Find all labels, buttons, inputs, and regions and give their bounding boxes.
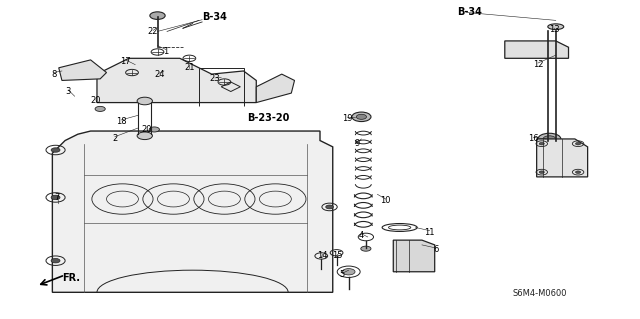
Text: 18: 18: [116, 117, 127, 126]
Circle shape: [95, 106, 105, 111]
Text: 24: 24: [154, 70, 164, 78]
Circle shape: [342, 269, 355, 275]
Polygon shape: [59, 60, 106, 80]
Circle shape: [149, 127, 159, 132]
Text: B-34: B-34: [457, 7, 482, 18]
Text: FR.: FR.: [62, 273, 80, 283]
Circle shape: [326, 205, 333, 209]
Text: 20: 20: [141, 125, 152, 134]
Text: 12: 12: [532, 60, 543, 69]
Text: 21: 21: [184, 63, 195, 72]
Circle shape: [352, 112, 371, 122]
Polygon shape: [52, 131, 333, 292]
Text: 1: 1: [163, 48, 168, 56]
Text: 7: 7: [55, 193, 60, 202]
Text: 23: 23: [209, 74, 220, 83]
Text: 5: 5: [340, 271, 345, 279]
Text: 20: 20: [90, 97, 101, 106]
Text: 3: 3: [66, 87, 71, 96]
Circle shape: [51, 148, 60, 152]
Circle shape: [51, 195, 60, 200]
Circle shape: [137, 132, 152, 140]
Circle shape: [543, 136, 556, 142]
Circle shape: [51, 258, 60, 263]
Polygon shape: [256, 74, 294, 103]
Text: S6M4-M0600: S6M4-M0600: [513, 289, 567, 298]
Text: 8: 8: [51, 70, 56, 78]
Text: 11: 11: [424, 228, 435, 237]
Circle shape: [356, 114, 367, 119]
Polygon shape: [97, 58, 256, 103]
Text: 2: 2: [112, 134, 117, 144]
Circle shape: [540, 171, 544, 174]
Polygon shape: [505, 41, 568, 58]
Text: B-23-20: B-23-20: [246, 113, 289, 123]
Polygon shape: [537, 139, 588, 177]
Ellipse shape: [548, 24, 564, 30]
Text: 9: 9: [355, 139, 360, 148]
Text: 15: 15: [333, 251, 343, 260]
Text: 10: 10: [380, 196, 391, 205]
Text: 17: 17: [120, 57, 131, 66]
Polygon shape: [394, 240, 435, 272]
Text: 14: 14: [317, 251, 328, 260]
Text: 22: 22: [148, 27, 158, 36]
Circle shape: [575, 171, 580, 174]
Circle shape: [540, 142, 544, 145]
Text: 6: 6: [433, 245, 438, 254]
Circle shape: [137, 97, 152, 105]
Circle shape: [150, 12, 165, 19]
Circle shape: [538, 133, 561, 145]
Text: 19: 19: [342, 114, 353, 123]
Text: B-34: B-34: [202, 12, 227, 22]
Text: 13: 13: [549, 25, 560, 34]
Text: 16: 16: [528, 134, 539, 144]
Circle shape: [575, 142, 580, 145]
Circle shape: [361, 246, 371, 251]
Text: 4: 4: [359, 231, 364, 240]
